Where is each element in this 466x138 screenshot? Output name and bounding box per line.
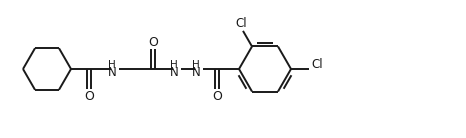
Text: N: N <box>108 67 116 79</box>
Text: N: N <box>170 67 178 79</box>
Text: O: O <box>148 35 158 48</box>
Text: H: H <box>192 60 200 70</box>
Text: O: O <box>84 90 94 103</box>
Text: N: N <box>192 67 200 79</box>
Text: O: O <box>212 90 222 103</box>
Text: H: H <box>170 60 178 70</box>
Text: Cl: Cl <box>311 58 323 71</box>
Text: H: H <box>108 60 116 70</box>
Text: Cl: Cl <box>235 17 247 30</box>
